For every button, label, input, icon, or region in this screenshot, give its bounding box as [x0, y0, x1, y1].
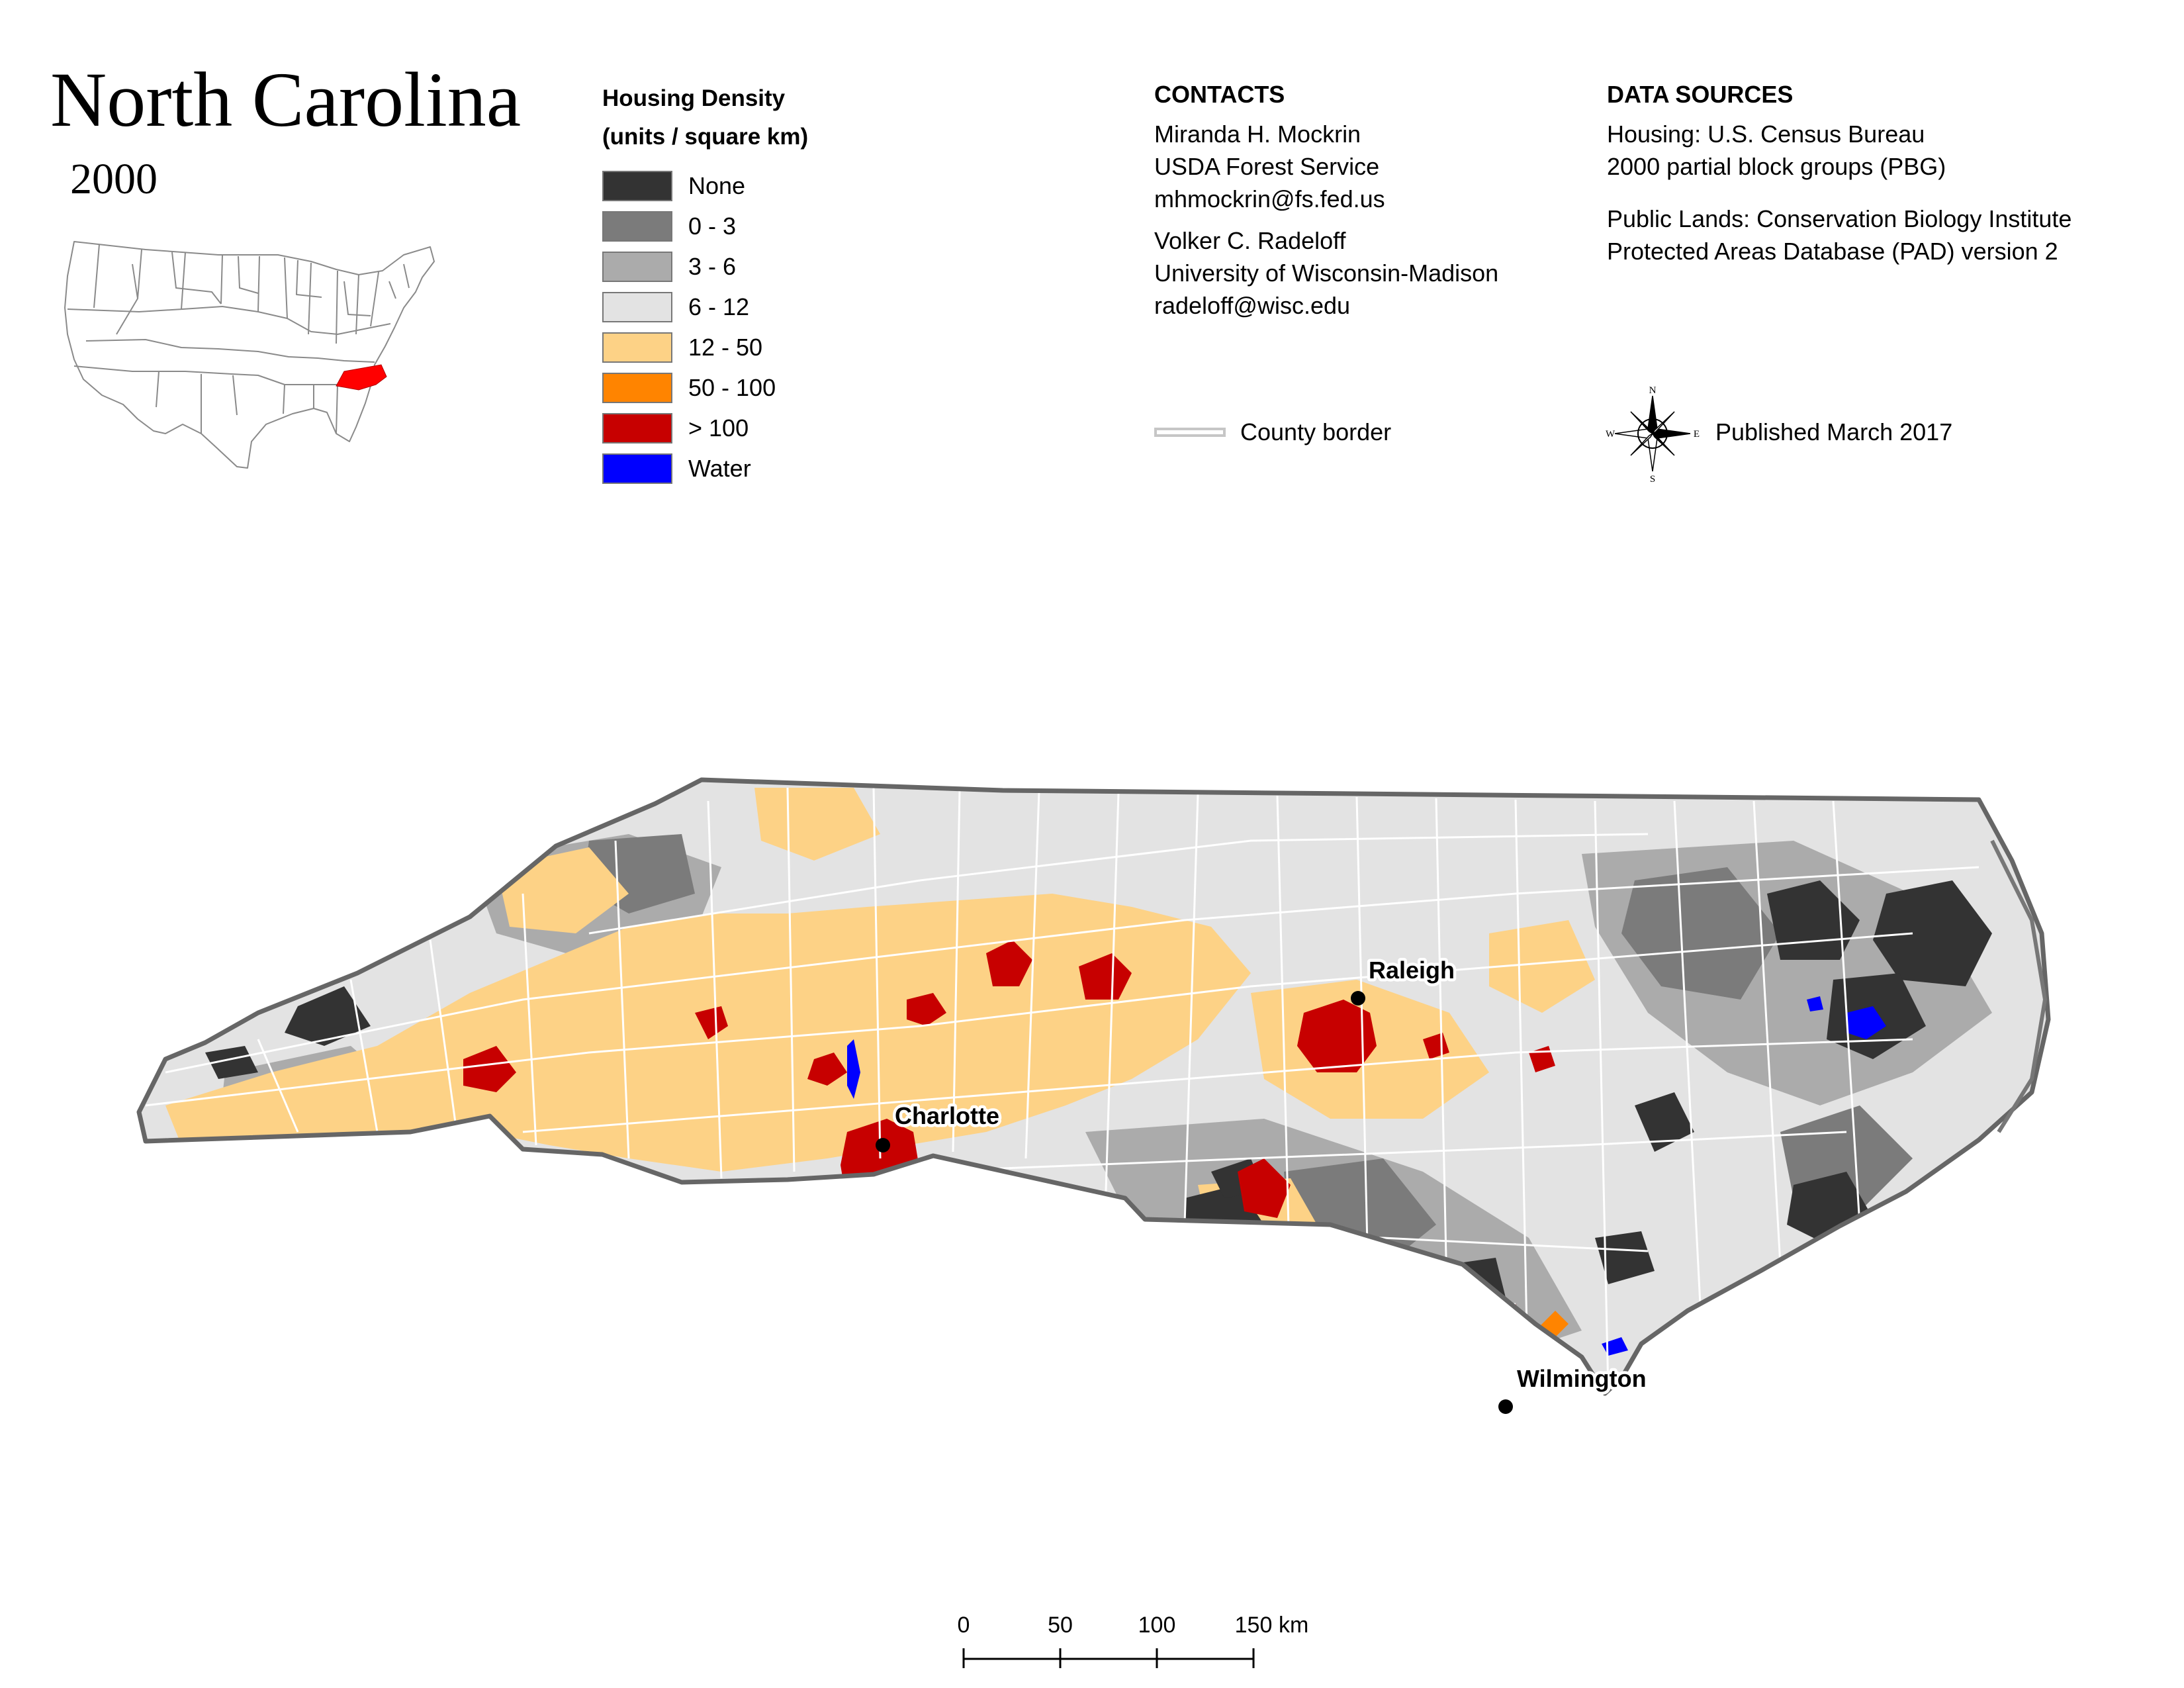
city-marker-charlotte — [876, 1138, 890, 1152]
scale-unit: km — [1279, 1613, 1308, 1638]
source-housing: Housing: U.S. Census Bureau — [1607, 120, 1925, 148]
legend-swatch — [602, 332, 672, 363]
asheville-urban — [463, 1046, 516, 1092]
us-outline — [64, 241, 435, 469]
source-public-lands: Public Lands: Conservation Biology Insti… — [1607, 205, 2072, 232]
legend-label: None — [688, 171, 746, 199]
contact-name: Miranda H. Mockrin — [1154, 120, 1361, 148]
legend-swatch — [602, 170, 672, 201]
compass-e: E — [1694, 429, 1700, 440]
city-marker-wilmington — [1498, 1399, 1513, 1414]
city-marker-raleigh — [1351, 991, 1365, 1006]
scale-tick-150: 150 — [1235, 1613, 1273, 1638]
inset-north-carolina — [336, 364, 387, 391]
compass-n: N — [1649, 385, 1657, 396]
legend-swatch — [602, 291, 672, 322]
compass-w: W — [1606, 429, 1615, 440]
city-label-wilmington: Wilmington — [1517, 1365, 1647, 1392]
scale-tick-50: 50 — [1048, 1613, 1073, 1638]
legend-label: 6 - 12 — [688, 293, 750, 320]
published-date: Published March 2017 — [1715, 418, 1953, 445]
legend-item-0-3: 0 - 3 — [602, 206, 776, 246]
legend: None 0 - 3 3 - 6 6 - 12 12 - 50 50 - 100… — [602, 165, 776, 489]
greensboro-urban — [1079, 953, 1132, 1000]
contact-org: USDA Forest Service — [1154, 153, 1380, 180]
county-border-legend: County border — [1154, 418, 1391, 446]
county-border-swatch — [1154, 428, 1226, 437]
scale-tick-0: 0 — [958, 1613, 970, 1638]
legend-item-50-100: 50 - 100 — [602, 367, 776, 408]
contacts-heading: CONTACTS — [1154, 81, 1285, 108]
legend-label: Water — [688, 454, 751, 482]
scale-bar: 0 50 100 150 km — [958, 1613, 1308, 1668]
legend-item-6-12: 6 - 12 — [602, 287, 776, 327]
map-year: 2000 — [70, 155, 158, 203]
state-borders — [67, 244, 410, 434]
contact-name: Volker C. Radeloff — [1154, 227, 1346, 254]
outer-banks — [1990, 839, 2048, 1133]
county-borders — [145, 787, 1979, 1393]
data-sources-heading: DATA SOURCES — [1607, 81, 1794, 108]
map-title: North Carolina — [50, 56, 522, 143]
fayetteville-urban — [1238, 1158, 1291, 1218]
city-label-raleigh: Raleigh — [1369, 957, 1455, 984]
legend-label: 12 - 50 — [688, 333, 763, 361]
city-label-charlotte: Charlotte — [895, 1102, 999, 1129]
legend-title-line1: Housing Density — [602, 85, 786, 111]
winston-salem-urban — [986, 940, 1032, 986]
legend-label: 50 - 100 — [688, 373, 776, 401]
data-sources-block: DATA SOURCES Housing: U.S. Census Bureau… — [1607, 81, 2071, 267]
legend-swatch — [602, 372, 672, 403]
legend-swatch — [602, 211, 672, 242]
legend-label: 0 - 3 — [688, 212, 737, 240]
source-public-lands-detail: Protected Areas Database (PAD) version 2 — [1607, 238, 2058, 265]
legend-item-none: None — [602, 165, 776, 206]
city-markers: Raleigh Charlotte Wilmington — [876, 954, 1649, 1414]
legend-swatch — [602, 251, 672, 282]
us-inset-map — [64, 241, 435, 469]
legend-label: > 100 — [688, 414, 749, 442]
compass-rose-icon: N S E W — [1606, 385, 1700, 483]
legend-swatch — [602, 453, 672, 484]
contact-email: radeloff@wisc.edu — [1154, 292, 1351, 319]
raleigh-urban — [1297, 1000, 1377, 1072]
contact-org: University of Wisconsin-Madison — [1154, 259, 1499, 287]
legend-item-3-6: 3 - 6 — [602, 246, 776, 287]
legend-item-12-50: 12 - 50 — [602, 327, 776, 367]
legend-item-water: Water — [602, 448, 776, 489]
county-border-label: County border — [1240, 418, 1392, 445]
source-housing-detail: 2000 partial block groups (PBG) — [1607, 153, 1946, 180]
scale-tick-100: 100 — [1138, 1613, 1176, 1638]
legend-title: Housing Density (units / square km) — [602, 79, 808, 156]
contact-email: mhmockrin@fs.fed.us — [1154, 185, 1385, 212]
contacts-block: CONTACTS Miranda H. Mockrin USDA Forest … — [1154, 81, 1498, 322]
compass-s: S — [1650, 474, 1655, 483]
legend-label: 3 - 6 — [688, 252, 737, 280]
legend-item-over-100: > 100 — [602, 408, 776, 448]
legend-title-line2: (units / square km) — [602, 124, 809, 150]
north-carolina-map: Raleigh Charlotte Wilmington — [136, 777, 2051, 1414]
legend-swatch — [602, 412, 672, 444]
